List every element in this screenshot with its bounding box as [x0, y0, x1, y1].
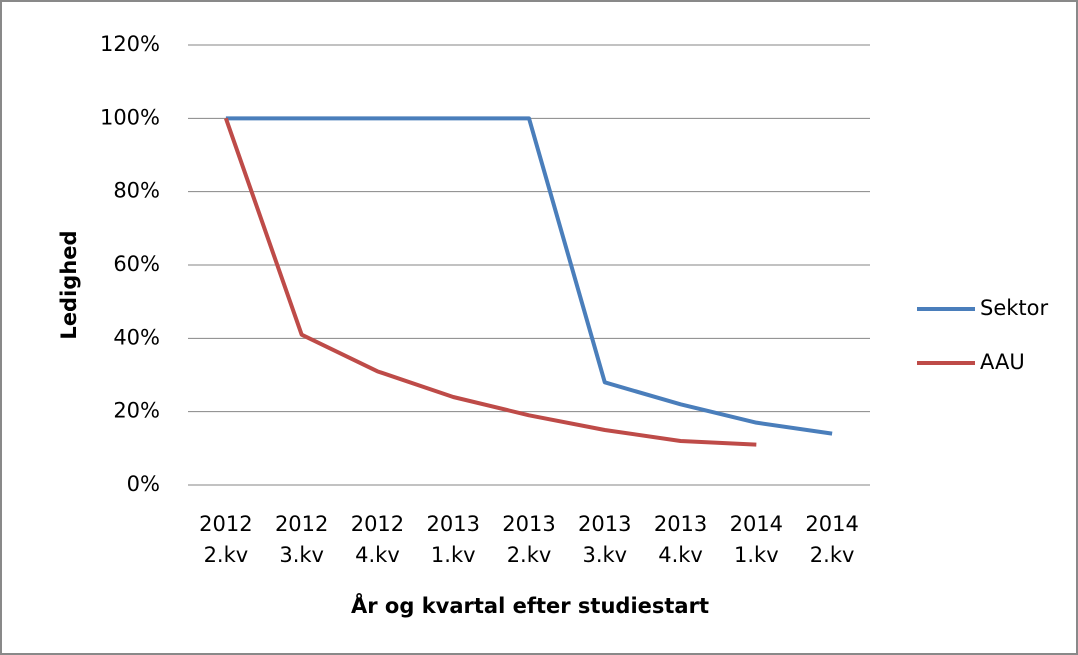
- x-tick-label: 2013 3.kv: [578, 512, 631, 567]
- x-tick-label: 2012 2.kv: [199, 512, 252, 567]
- y-tick-label: 20%: [113, 399, 160, 423]
- x-tick-label-line: 4.kv: [658, 543, 703, 567]
- series-line: [224, 117, 757, 447]
- x-tick-label: 2013 2.kv: [502, 512, 555, 567]
- x-tick-label: 2012 4.kv: [351, 512, 404, 567]
- x-tick-label-line: 2013: [426, 512, 479, 536]
- x-tick-label-line: 2014: [805, 512, 858, 536]
- x-tick-label-line: 2012: [199, 512, 252, 536]
- y-tick-label: 80%: [113, 179, 160, 203]
- y-tick-label: 100%: [100, 105, 160, 129]
- legend-label: AAU: [980, 350, 1025, 374]
- x-tick-label: 2014 1.kv: [730, 512, 783, 567]
- x-tick-label-line: 2.kv: [507, 543, 552, 567]
- x-tick-label-line: 2.kv: [810, 543, 855, 567]
- x-tick-label-line: 2.kv: [204, 543, 249, 567]
- x-tick-label-line: 2013: [578, 512, 631, 536]
- x-axis-title: År og kvartal efter studiestart: [351, 593, 709, 618]
- y-tick-label: 40%: [113, 325, 160, 349]
- x-tick-label-line: 2012: [351, 512, 404, 536]
- x-tick-label: 2014 2.kv: [805, 512, 858, 567]
- x-tick-label-line: 3.kv: [279, 543, 324, 567]
- x-tick-label: 2013 1.kv: [426, 512, 479, 567]
- series-line: [225, 116, 833, 436]
- x-tick-label-line: 1.kv: [734, 543, 779, 567]
- x-tick-label-line: 2012: [275, 512, 328, 536]
- y-tick-label: 0%: [127, 472, 160, 496]
- x-tick-label-line: 2014: [730, 512, 783, 536]
- x-tick-label: 2013 4.kv: [654, 512, 707, 567]
- y-axis-title: Ledighed: [57, 230, 81, 339]
- x-tick-label: 2012 3.kv: [275, 512, 328, 567]
- x-tick-label-line: 3.kv: [582, 543, 627, 567]
- legend-label: Sektor: [980, 296, 1048, 320]
- x-tick-label-line: 2013: [654, 512, 707, 536]
- x-tick-label-line: 4.kv: [355, 543, 400, 567]
- x-tick-label-line: 2013: [502, 512, 555, 536]
- y-tick-label: 120%: [100, 32, 160, 56]
- x-tick-label-line: 1.kv: [431, 543, 476, 567]
- y-tick-label: 60%: [113, 252, 160, 276]
